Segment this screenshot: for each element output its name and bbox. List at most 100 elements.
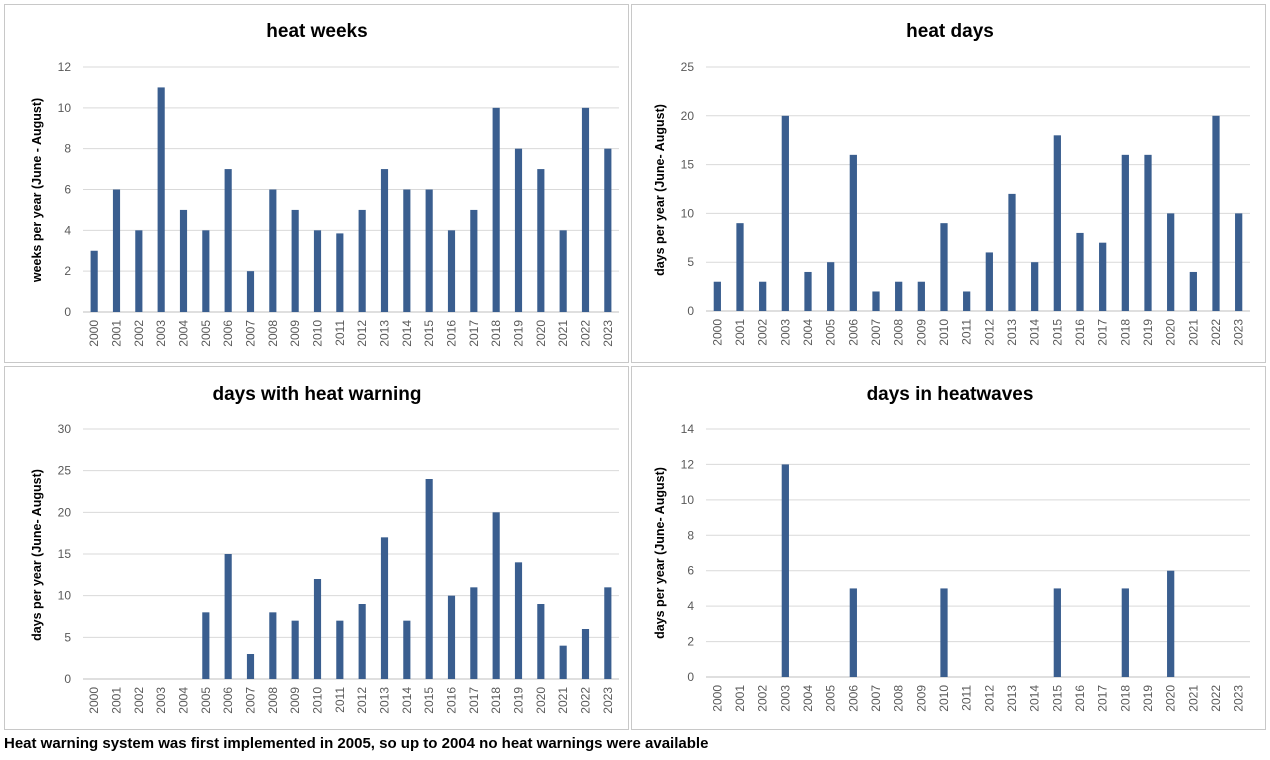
bar: [917, 281, 925, 311]
y-tick-label: 30: [58, 422, 72, 436]
x-tick-label: 2006: [846, 319, 860, 346]
x-tick-label: 2018: [489, 687, 503, 714]
x-tick-label: 2003: [154, 687, 168, 714]
y-tick-label: 0: [687, 304, 694, 318]
y-tick-label: 2: [687, 635, 694, 649]
bar: [202, 612, 210, 679]
bar: [604, 148, 612, 312]
bar: [1235, 213, 1243, 311]
x-tick-label: 2000: [710, 319, 724, 346]
x-tick-label: 2014: [1028, 319, 1042, 346]
bar: [559, 230, 567, 312]
y-tick-label: 10: [58, 589, 72, 603]
y-tick-label: 25: [58, 464, 72, 478]
x-tick-label: 2001: [110, 320, 124, 347]
bar: [759, 281, 767, 311]
y-tick-label: 10: [58, 101, 72, 115]
x-tick-label: 2007: [869, 685, 883, 712]
x-tick-label: 2004: [177, 320, 191, 347]
bar: [313, 579, 322, 679]
bar: [380, 537, 389, 679]
x-tick-label: 2016: [445, 320, 459, 347]
bar: [537, 604, 545, 679]
bar: [1099, 242, 1107, 311]
bar: [1167, 570, 1175, 677]
x-tick-label: 2019: [1141, 319, 1155, 346]
chart-panel-heatwaves: 0 2 4 6 8 10 12 14 2000 2001 2002 2003 2004 2005 2006 2…: [631, 366, 1266, 730]
bar: [849, 588, 857, 677]
bar: [1008, 193, 1016, 311]
y-tick-label: 0: [687, 670, 694, 684]
x-tick-label: 2008: [266, 687, 280, 714]
x-tick-label: 2009: [288, 687, 302, 714]
bar: [1031, 262, 1039, 311]
bar: [827, 262, 835, 311]
x-tick-label: 2012: [982, 685, 996, 712]
bar: [179, 209, 188, 312]
x-tick-label: 2017: [1096, 685, 1110, 712]
bar: [985, 252, 993, 311]
x-tick-label: 2020: [534, 320, 548, 347]
chart-title: heat days: [906, 21, 994, 42]
bar: [1212, 115, 1220, 311]
x-tick-label: 2021: [1186, 319, 1200, 346]
x-tick-label: 2015: [422, 320, 436, 347]
x-tick-label: 2015: [1050, 685, 1064, 712]
bar: [291, 620, 299, 679]
chart-heat-warning: 0 5 10 15 20 25 30 2000 2001 2002 2003 2004 2005 2006…: [30, 384, 619, 714]
bar: [1167, 213, 1175, 311]
bar: [202, 230, 210, 312]
x-tick-label: 2010: [937, 319, 951, 346]
x-tick-label: 2014: [400, 320, 414, 347]
x-tick-label: 2005: [199, 687, 213, 714]
x-tick-label: 2018: [1118, 319, 1132, 346]
y-tick-label: 0: [64, 672, 71, 686]
bar: [336, 233, 344, 312]
x-tick-label: 2021: [1186, 685, 1200, 712]
bar: [1053, 588, 1061, 677]
bar: [112, 189, 121, 312]
y-tick-label: 20: [681, 109, 695, 123]
y-tick-label: 4: [64, 223, 71, 237]
x-tick-label: 2010: [311, 320, 325, 347]
x-tick-label: 2004: [177, 687, 191, 714]
bar: [1189, 271, 1197, 311]
x-tick-label: 2000: [710, 685, 724, 712]
x-tick-label: 2008: [266, 320, 280, 347]
x-tick-label: 2013: [1005, 685, 1019, 712]
x-tick-label: 2006: [221, 320, 235, 347]
bar: [90, 250, 98, 312]
x-tick-label: 2009: [288, 320, 302, 347]
bar: [358, 209, 366, 312]
x-tick-label: 2016: [1073, 685, 1087, 712]
chart-title: heat weeks: [266, 21, 367, 42]
bar: [269, 189, 277, 312]
x-tick-label: 2017: [467, 320, 481, 347]
bar: [963, 291, 971, 311]
x-tick-label: 2008: [892, 319, 906, 346]
x-tick-label: 2022: [579, 687, 593, 714]
y-tick-label: 25: [681, 60, 695, 74]
bar: [849, 154, 857, 311]
bar: [224, 554, 232, 679]
bar: [380, 169, 389, 312]
bar: [403, 620, 411, 679]
y-tick-label: 15: [58, 547, 72, 561]
bar: [736, 223, 744, 311]
x-tick-label: 2012: [355, 687, 369, 714]
bar: [1121, 588, 1129, 677]
x-tick-label: 2002: [132, 320, 146, 347]
x-tick-label: 2002: [756, 685, 770, 712]
x-tick-label: 2020: [534, 687, 548, 714]
bar: [781, 115, 789, 311]
y-tick-label: 5: [64, 630, 71, 644]
x-tick-label: 2010: [311, 687, 325, 714]
y-tick-label: 12: [681, 457, 695, 471]
x-tick-label: 2012: [982, 319, 996, 346]
x-tick-label: 2023: [601, 687, 615, 714]
bar: [313, 230, 322, 312]
x-tick-label: 2002: [132, 687, 146, 714]
x-tick-label: 2005: [199, 320, 213, 347]
x-tick-label: 2017: [1096, 319, 1110, 346]
y-tick-label: 4: [687, 599, 694, 613]
